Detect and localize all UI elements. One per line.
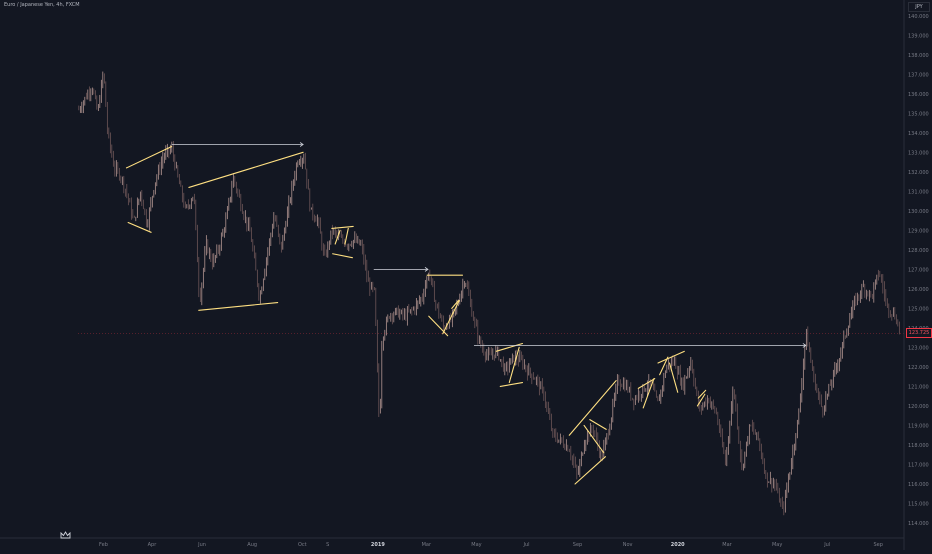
- trendline[interactable]: [127, 222, 152, 233]
- drawings-layer[interactable]: [78, 142, 904, 485]
- time-tick-label: Jul: [823, 542, 830, 548]
- price-tick-label: 127.000: [908, 267, 929, 273]
- trendline[interactable]: [583, 424, 605, 454]
- time-tick-label: Feb: [99, 542, 108, 548]
- trendline[interactable]: [657, 350, 685, 364]
- symbol-title[interactable]: Euro / Japanese Yen, 4h, FXCM: [4, 2, 80, 8]
- trendline[interactable]: [125, 145, 173, 169]
- trendline[interactable]: [334, 229, 341, 245]
- time-tick-label: Sep: [873, 542, 882, 548]
- price-tick-label: 114.000: [908, 521, 929, 527]
- time-tick-label: 2020: [671, 542, 685, 548]
- price-tick-label: 125.000: [908, 306, 929, 312]
- time-tick-label: Nov: [623, 542, 633, 548]
- trendline[interactable]: [568, 380, 617, 436]
- trendline[interactable]: [696, 393, 706, 407]
- trendline[interactable]: [332, 253, 353, 259]
- trendline[interactable]: [331, 225, 354, 229]
- trendline[interactable]: [659, 356, 669, 376]
- price-tick-label: 122.000: [908, 365, 929, 371]
- price-tick-label: 115.000: [908, 501, 929, 507]
- trendline[interactable]: [589, 419, 607, 430]
- time-tick-label: S: [326, 542, 329, 548]
- price-tick-label: 120.000: [908, 404, 929, 410]
- trendline[interactable]: [198, 301, 279, 311]
- price-tick-label: 131.000: [908, 189, 929, 195]
- price-tick-label: 116.000: [908, 482, 929, 488]
- ray-arrowhead: [299, 142, 304, 147]
- trendline[interactable]: [508, 346, 520, 384]
- time-tick-label: May: [471, 542, 481, 548]
- price-tick-label: 135.000: [908, 111, 929, 117]
- current-price-tag: 123.725: [906, 328, 932, 339]
- trendline[interactable]: [428, 315, 449, 337]
- trendline[interactable]: [344, 227, 349, 245]
- price-tick-label: 130.000: [908, 209, 929, 215]
- price-tick-label: 117.000: [908, 462, 929, 468]
- trendline[interactable]: [637, 378, 656, 389]
- price-tick-label: 133.000: [908, 150, 929, 156]
- crown-logo-icon[interactable]: [60, 525, 71, 544]
- trendline[interactable]: [442, 300, 460, 335]
- price-tick-label: 137.000: [908, 72, 929, 78]
- ray-arrowhead: [424, 267, 429, 272]
- time-tick-label: Sep: [573, 542, 582, 548]
- price-tick-label: 118.000: [908, 443, 929, 449]
- time-axis[interactable]: Feb Apr Jun Aug Oct S 2019 Mar May Jul Sep Nov 2020 M…: [99, 542, 883, 548]
- trendline[interactable]: [499, 381, 524, 387]
- price-tick-label: 136.000: [908, 92, 929, 98]
- price-tick-label: 126.000: [908, 287, 929, 293]
- time-tick-label: Aug: [247, 542, 257, 548]
- price-tick-label: 140.000: [908, 14, 929, 20]
- price-tick-label: 138.000: [908, 53, 929, 59]
- trendline[interactable]: [642, 378, 655, 409]
- time-tick-label: Apr: [148, 542, 158, 548]
- currency-label[interactable]: JPY: [908, 2, 930, 12]
- time-tick-label: Mar: [422, 542, 432, 548]
- price-tick-label: 129.000: [908, 228, 929, 234]
- price-tick-label: 123.000: [908, 345, 929, 351]
- time-tick-label: Jun: [197, 542, 206, 548]
- time-tick-label: Mar: [722, 542, 732, 548]
- time-tick-label: 2019: [371, 542, 385, 548]
- time-tick-label: Jul: [523, 542, 530, 548]
- price-tick-label: 134.000: [908, 131, 929, 137]
- trendline[interactable]: [697, 389, 707, 399]
- trendline[interactable]: [188, 151, 304, 188]
- price-tick-label: 128.000: [908, 248, 929, 254]
- trendline[interactable]: [668, 362, 679, 393]
- price-tick-label: 121.000: [908, 384, 929, 390]
- price-tick-label: 139.000: [908, 33, 929, 39]
- time-tick-label: May: [772, 542, 782, 548]
- price-tick-label: 132.000: [908, 170, 929, 176]
- time-tick-label: Oct: [298, 542, 307, 548]
- trendline[interactable]: [451, 300, 459, 309]
- trendline[interactable]: [574, 456, 606, 485]
- trendline[interactable]: [495, 342, 524, 352]
- ray-arrowhead: [802, 343, 807, 348]
- price-tick-label: 119.000: [908, 423, 929, 429]
